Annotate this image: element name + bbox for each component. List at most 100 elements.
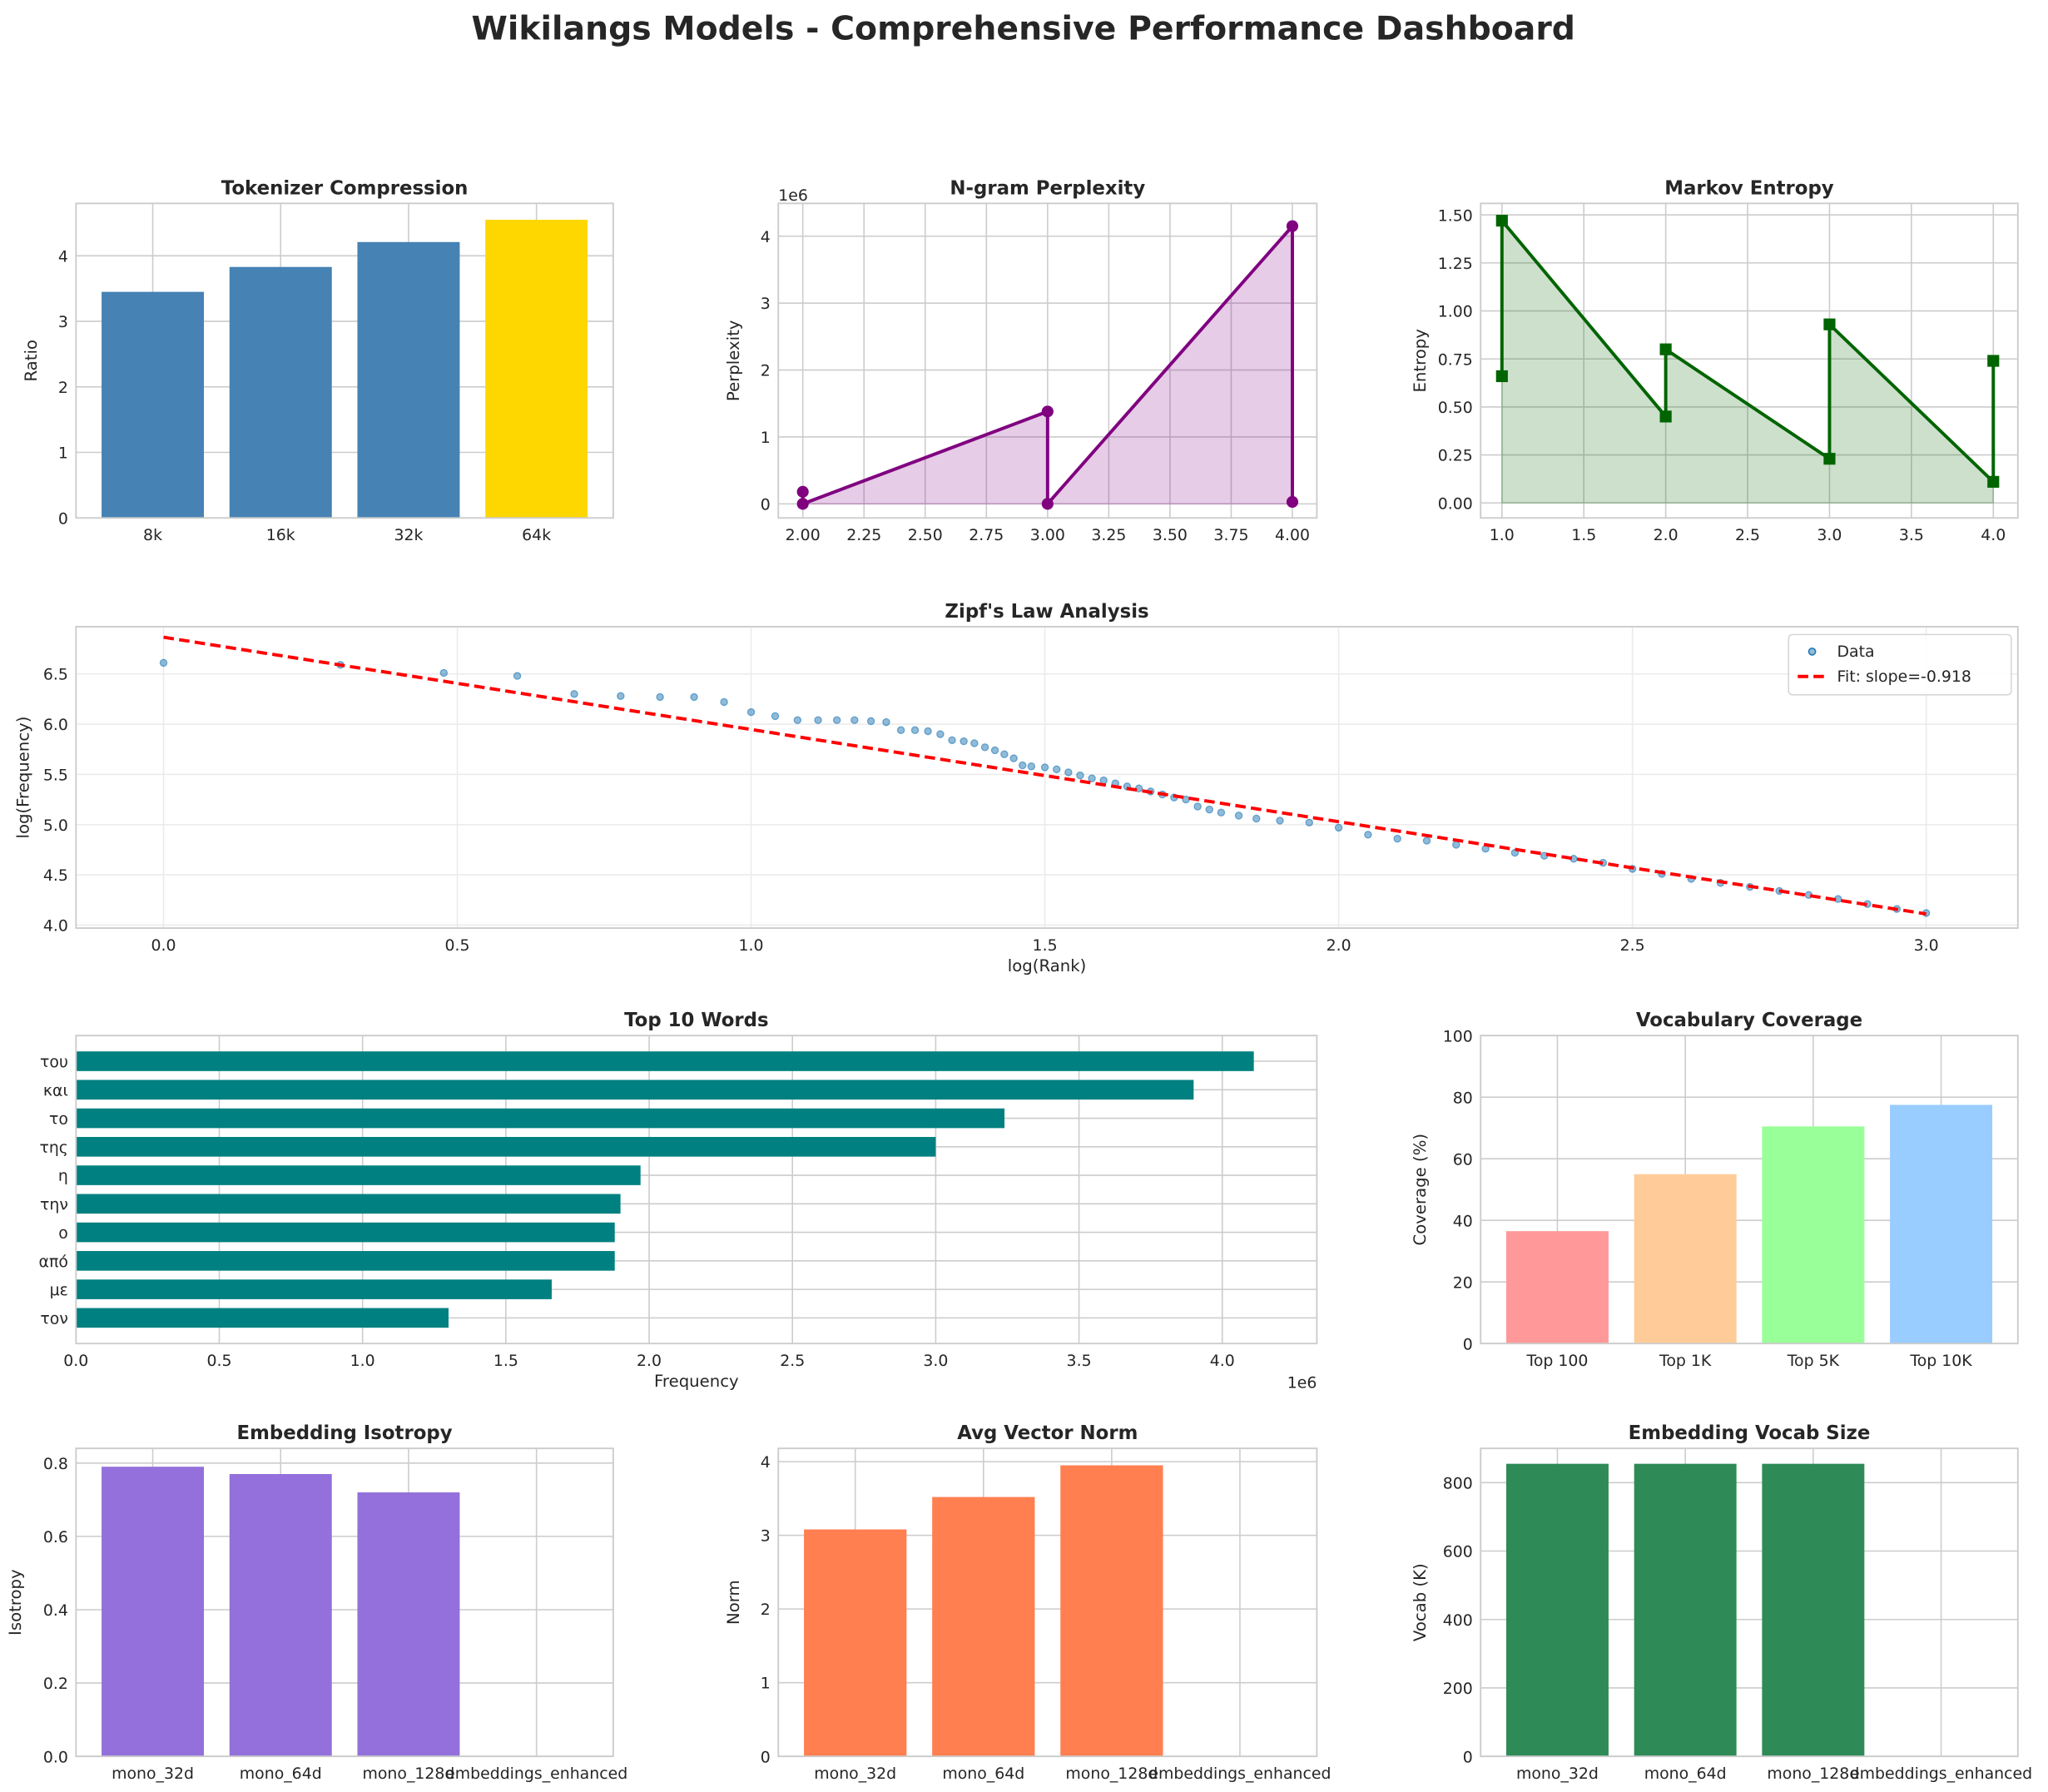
x-tick-label: 3.25 (1091, 526, 1126, 544)
bar-την (76, 1194, 621, 1214)
data-point (513, 672, 522, 680)
x-tick-label: 2.50 (908, 526, 943, 544)
chart-iso: mono_32d mono_64d mono_128dembeddings_enha… (6, 1422, 627, 1783)
y-tick-label: η (58, 1167, 68, 1185)
bar-mono_32d (804, 1529, 907, 1757)
bar-mono_128d (1762, 1463, 1865, 1757)
y-tick-label: 600 (1443, 1543, 1473, 1561)
data-point (796, 485, 809, 498)
y-tick-label: από (39, 1253, 68, 1271)
bar-το (76, 1108, 1005, 1129)
y-tick-label: 3 (761, 295, 771, 313)
data-point (1422, 836, 1431, 845)
data-point (850, 716, 859, 724)
chart-title: Markov Entropy (1664, 177, 1833, 199)
y-tick-label: 1 (761, 429, 771, 447)
x-tick-label: 3.00 (1030, 526, 1065, 544)
data-point (936, 730, 945, 738)
data-point (1000, 750, 1009, 758)
x-tick-label: 2.0 (637, 1352, 662, 1370)
fit-line (163, 635, 1927, 916)
chart-norm: mono_32d mono_64d mono_128dembeddings_enha… (724, 1422, 1331, 1783)
data-point (771, 712, 780, 721)
x-tick-label: 64k (522, 526, 551, 544)
y-tick-label: 800 (1443, 1474, 1473, 1492)
data-point (1088, 774, 1096, 782)
y-axis-label: Vocab (K) (1411, 1563, 1430, 1641)
bar-Top 10K (1890, 1104, 1993, 1344)
x-tick-label: 2.5 (780, 1352, 805, 1370)
x-tick-label: 2.75 (969, 526, 1004, 544)
axes-frame (75, 202, 614, 519)
chart-title: Embedding Vocab Size (1629, 1422, 1871, 1444)
y-tick-label: με (50, 1281, 68, 1299)
bar-τον (76, 1308, 449, 1328)
data-point (832, 716, 841, 724)
data-point (1064, 768, 1073, 777)
y-tick-label: 3 (761, 1527, 771, 1546)
y-tick-label: 0.75 (1438, 350, 1473, 369)
data-point (910, 726, 920, 734)
y-tick-label: 0 (1463, 1748, 1473, 1766)
x-tick-label: mono_128d (1065, 1765, 1158, 1783)
y-tick-label: 4 (761, 1453, 771, 1472)
bar-ο (76, 1222, 615, 1243)
x-tick-label: mono_32d (1516, 1765, 1599, 1783)
x-tick-label: 2.0 (1654, 526, 1679, 544)
x-tick-label: 0.0 (63, 1352, 88, 1370)
y-axis-label: Entropy (1411, 329, 1430, 393)
data-point (1334, 823, 1343, 832)
x-tick-label: 0.0 (151, 936, 176, 955)
data-point (690, 692, 698, 702)
chart-voc: mono_32d mono_64d mono_128dembeddings_enha… (1411, 1422, 2032, 1783)
x-tick-label: 3.0 (923, 1352, 948, 1370)
y-tick-label: 1.50 (1438, 206, 1473, 225)
chart-title: Zipf's Law Analysis (945, 601, 1148, 623)
x-tick-label: 3.5 (1899, 526, 1924, 544)
x-tick-label: Top 1K (1659, 1352, 1712, 1370)
y-tick-label: την (40, 1195, 68, 1214)
data-point (882, 717, 890, 727)
axes-frame (1480, 202, 2019, 519)
data-point (1659, 410, 1672, 423)
bar-η (76, 1165, 641, 1185)
data-point (970, 739, 979, 747)
bar-mono_32d (102, 1467, 205, 1757)
y-tick-label: 4.0 (43, 917, 68, 936)
bar-της (76, 1136, 936, 1157)
x-tick-label: 1.5 (1571, 526, 1596, 544)
bar-mono_128d (1060, 1465, 1163, 1757)
data-point (1305, 818, 1314, 827)
data-point (1452, 841, 1460, 849)
y-tick-label: 0 (761, 495, 771, 514)
axes-frame (1480, 1035, 2019, 1345)
chart-tok: 8k 16k 32k 64k 0 1 2 3 4 Tokenizer Compression Rat… (22, 177, 614, 544)
axes-frame (75, 1447, 614, 1758)
data-point (1205, 805, 1213, 814)
data-point (656, 692, 664, 702)
y-tick-label: 400 (1443, 1611, 1473, 1630)
y-tick-label: 4 (761, 228, 771, 246)
data-point (793, 716, 802, 724)
y-tick-label: 4.5 (43, 866, 68, 885)
data-point (796, 498, 809, 510)
data-point (1823, 453, 1836, 465)
bar-64k (485, 220, 588, 519)
x-offset-label: 1e6 (1287, 1374, 1317, 1392)
y-tick-label: 5.5 (43, 766, 68, 784)
y-tick-label: 2 (58, 379, 68, 397)
data-point (1041, 498, 1054, 510)
x-tick-label: embeddings_enhanced (445, 1765, 627, 1783)
x-tick-label: 1.5 (493, 1352, 518, 1370)
data-point (746, 707, 756, 717)
x-tick-label: 1.5 (1033, 936, 1058, 955)
x-tick-label: 3.75 (1213, 526, 1248, 544)
y-tick-label: 0 (1463, 1335, 1473, 1353)
chart-title: N-gram Perplexity (950, 177, 1145, 199)
bar-mono_64d (229, 1474, 332, 1757)
y-tick-label: της (39, 1139, 67, 1157)
y-tick-label: 6.5 (43, 666, 68, 684)
y-tick-label: 200 (1443, 1680, 1473, 1698)
y-axis-label: Ratio (22, 340, 41, 382)
data-point (1495, 215, 1508, 227)
